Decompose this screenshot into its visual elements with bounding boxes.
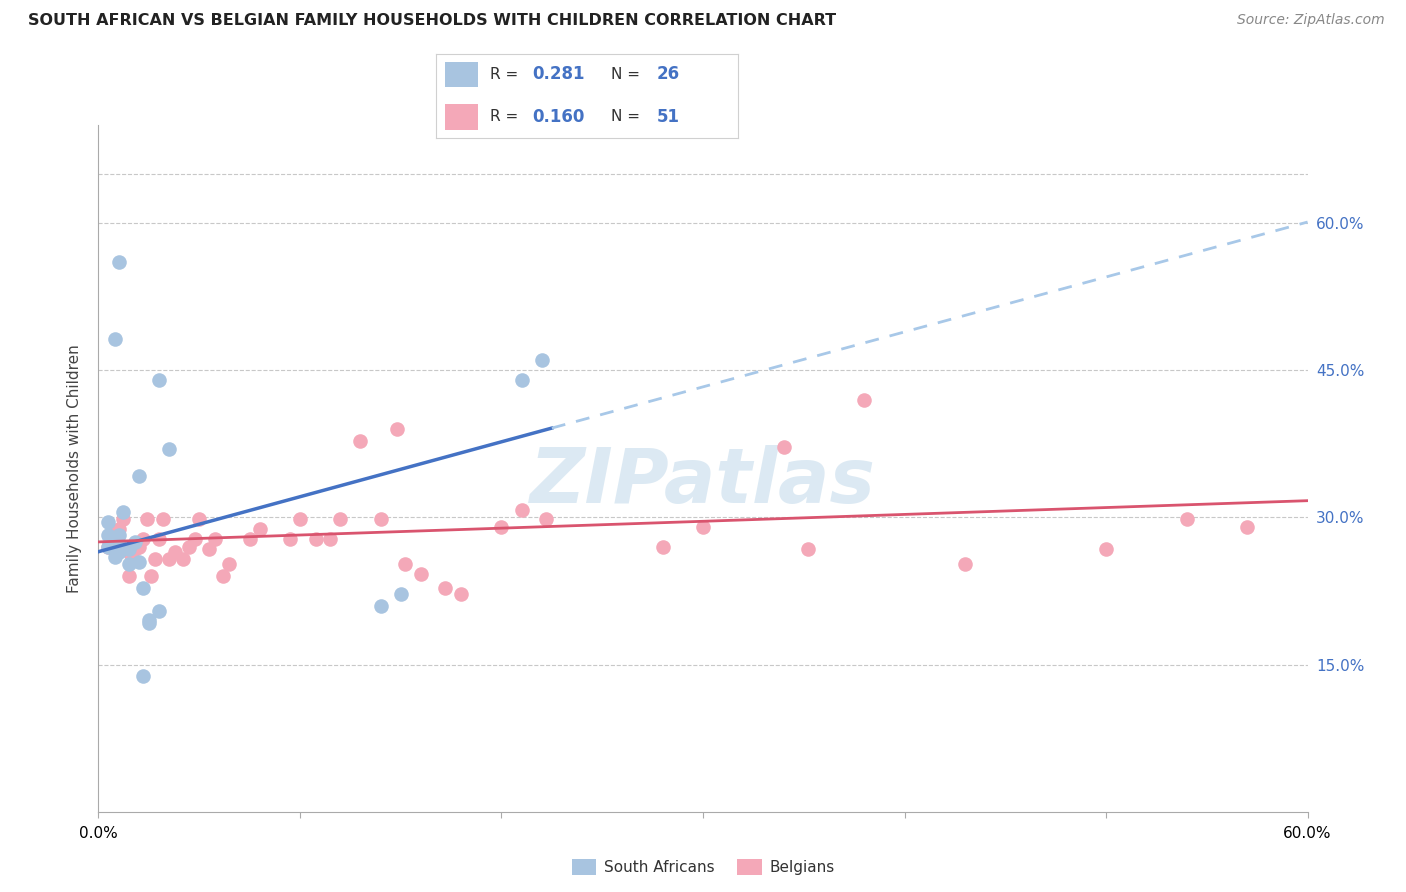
Point bbox=[152, 512, 174, 526]
Point bbox=[124, 541, 146, 556]
Point bbox=[651, 540, 673, 554]
Point bbox=[370, 512, 392, 526]
Point bbox=[148, 532, 170, 546]
Point bbox=[534, 512, 557, 526]
Text: 0.160: 0.160 bbox=[533, 108, 585, 126]
Y-axis label: Family Households with Children: Family Households with Children bbox=[67, 344, 83, 592]
Point bbox=[797, 541, 820, 556]
Point bbox=[132, 532, 155, 546]
Point bbox=[218, 558, 240, 572]
Text: SOUTH AFRICAN VS BELGIAN FAMILY HOUSEHOLDS WITH CHILDREN CORRELATION CHART: SOUTH AFRICAN VS BELGIAN FAMILY HOUSEHOL… bbox=[28, 13, 837, 29]
Point bbox=[120, 548, 142, 562]
Point bbox=[107, 522, 129, 536]
Point bbox=[434, 581, 457, 595]
Text: N =: N = bbox=[612, 109, 645, 124]
FancyBboxPatch shape bbox=[444, 104, 478, 130]
Point bbox=[97, 515, 120, 529]
Point bbox=[394, 558, 416, 572]
Point bbox=[510, 373, 533, 387]
Point bbox=[305, 532, 328, 546]
Point bbox=[692, 520, 714, 534]
Point bbox=[138, 614, 160, 628]
Point bbox=[107, 544, 129, 558]
Point bbox=[97, 540, 120, 554]
Point bbox=[853, 392, 876, 407]
Legend: South Africans, Belgians: South Africans, Belgians bbox=[564, 852, 842, 883]
Point bbox=[212, 569, 235, 583]
Point bbox=[385, 422, 408, 436]
Point bbox=[530, 353, 553, 368]
Text: R =: R = bbox=[491, 67, 523, 82]
Text: 51: 51 bbox=[657, 108, 679, 126]
Point bbox=[118, 569, 141, 583]
Point bbox=[288, 512, 311, 526]
Point bbox=[107, 528, 129, 542]
Point bbox=[278, 532, 301, 546]
Point bbox=[101, 532, 124, 546]
Point bbox=[118, 558, 141, 572]
Point bbox=[135, 512, 157, 526]
Point bbox=[157, 551, 180, 566]
Text: N =: N = bbox=[612, 67, 645, 82]
Point bbox=[143, 551, 166, 566]
Point bbox=[188, 512, 211, 526]
Point bbox=[138, 616, 160, 631]
Text: R =: R = bbox=[491, 109, 523, 124]
Point bbox=[111, 512, 134, 526]
Point bbox=[163, 544, 186, 558]
Point bbox=[409, 567, 432, 582]
Point bbox=[184, 532, 207, 546]
Point bbox=[148, 373, 170, 387]
Point bbox=[204, 532, 226, 546]
Point bbox=[128, 469, 150, 483]
Point bbox=[128, 554, 150, 569]
FancyBboxPatch shape bbox=[444, 62, 478, 87]
Point bbox=[107, 255, 129, 269]
Point bbox=[132, 669, 155, 683]
Point bbox=[249, 522, 271, 536]
Point bbox=[148, 603, 170, 617]
Point bbox=[319, 532, 342, 546]
Point bbox=[172, 551, 194, 566]
Text: Source: ZipAtlas.com: Source: ZipAtlas.com bbox=[1237, 13, 1385, 28]
Point bbox=[1095, 541, 1118, 556]
Point bbox=[772, 440, 794, 454]
Point bbox=[103, 549, 125, 564]
Point bbox=[389, 587, 412, 601]
Point bbox=[239, 532, 262, 546]
Point bbox=[491, 520, 513, 534]
Point bbox=[450, 587, 472, 601]
Point bbox=[1175, 512, 1198, 526]
Point bbox=[103, 332, 125, 346]
Text: 26: 26 bbox=[657, 65, 679, 83]
Text: 0.281: 0.281 bbox=[533, 65, 585, 83]
Point bbox=[139, 569, 162, 583]
Point bbox=[198, 541, 221, 556]
Point bbox=[103, 524, 125, 539]
Point bbox=[128, 540, 150, 554]
Point bbox=[157, 442, 180, 456]
Point bbox=[97, 528, 120, 542]
Point bbox=[97, 540, 120, 554]
Point bbox=[132, 581, 155, 595]
Point bbox=[953, 558, 976, 572]
Point bbox=[349, 434, 371, 448]
Point bbox=[124, 534, 146, 549]
Point bbox=[111, 505, 134, 519]
Point bbox=[1236, 520, 1258, 534]
Point bbox=[329, 512, 352, 526]
Point bbox=[179, 540, 201, 554]
Text: ZIPatlas: ZIPatlas bbox=[530, 445, 876, 519]
Point bbox=[107, 538, 129, 552]
Point bbox=[370, 599, 392, 613]
Point bbox=[510, 502, 533, 516]
Point bbox=[118, 541, 141, 556]
